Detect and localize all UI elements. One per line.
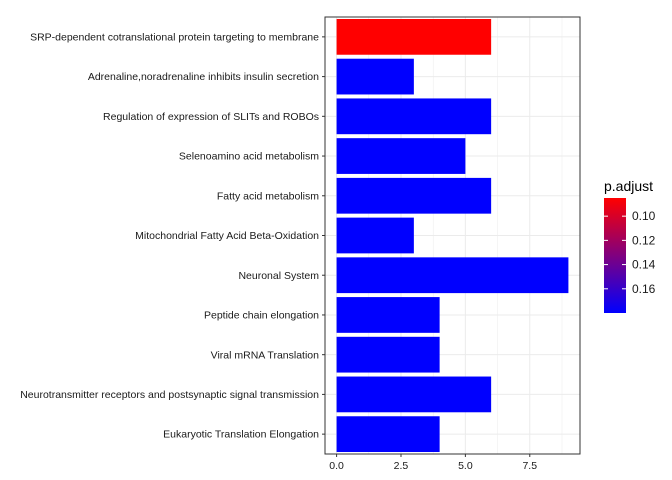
color-legend: p.adjust 0.10 0.12 0.14 0.16	[604, 178, 656, 313]
bar	[336, 257, 569, 294]
legend-tick-label: 0.14	[632, 258, 656, 272]
category-label: Viral mRNA Translation	[211, 349, 320, 361]
bar	[336, 98, 492, 135]
x-tick-label: 7.5	[522, 460, 537, 472]
bar	[336, 177, 492, 214]
category-label: Peptide chain elongation	[204, 310, 319, 322]
bar	[336, 336, 440, 373]
bar	[336, 376, 492, 413]
category-label: Neurotransmitter receptors and postsynap…	[20, 389, 319, 401]
bar	[336, 297, 440, 333]
legend-title: p.adjust	[604, 178, 653, 194]
category-label: Adrenaline,noradrenaline inhibits insuli…	[88, 71, 319, 83]
legend-ticks: 0.10 0.12 0.14 0.16	[604, 209, 656, 296]
category-label: Neuronal System	[238, 270, 319, 282]
x-tick-label: 0.0	[329, 460, 344, 472]
y-axis-labels: SRP-dependent cotranslational protein ta…	[20, 31, 325, 441]
bar	[336, 416, 440, 453]
x-tick-label: 2.5	[394, 460, 409, 472]
legend-colorbar	[604, 198, 626, 313]
category-label: Eukaryotic Translation Elongation	[163, 429, 319, 441]
category-label: Fatty acid metabolism	[217, 190, 319, 202]
x-axis: 0.0 2.5 5.0 7.5	[329, 454, 537, 472]
bar	[336, 58, 414, 95]
legend-tick-label: 0.12	[632, 233, 656, 247]
legend-tick-label: 0.16	[632, 282, 656, 296]
bar	[336, 18, 492, 55]
category-label: Regulation of expression of SLITs and RO…	[103, 111, 319, 123]
bar	[336, 217, 414, 254]
category-label: Mitochondrial Fatty Acid Beta-Oxidation	[135, 230, 319, 242]
bar	[336, 138, 466, 174]
x-tick-label: 5.0	[458, 460, 473, 472]
category-label: Selenoamino acid metabolism	[179, 151, 319, 163]
category-label: SRP-dependent cotranslational protein ta…	[30, 31, 319, 43]
plot-panel	[324, 16, 581, 455]
legend-tick-label: 0.10	[632, 209, 656, 223]
